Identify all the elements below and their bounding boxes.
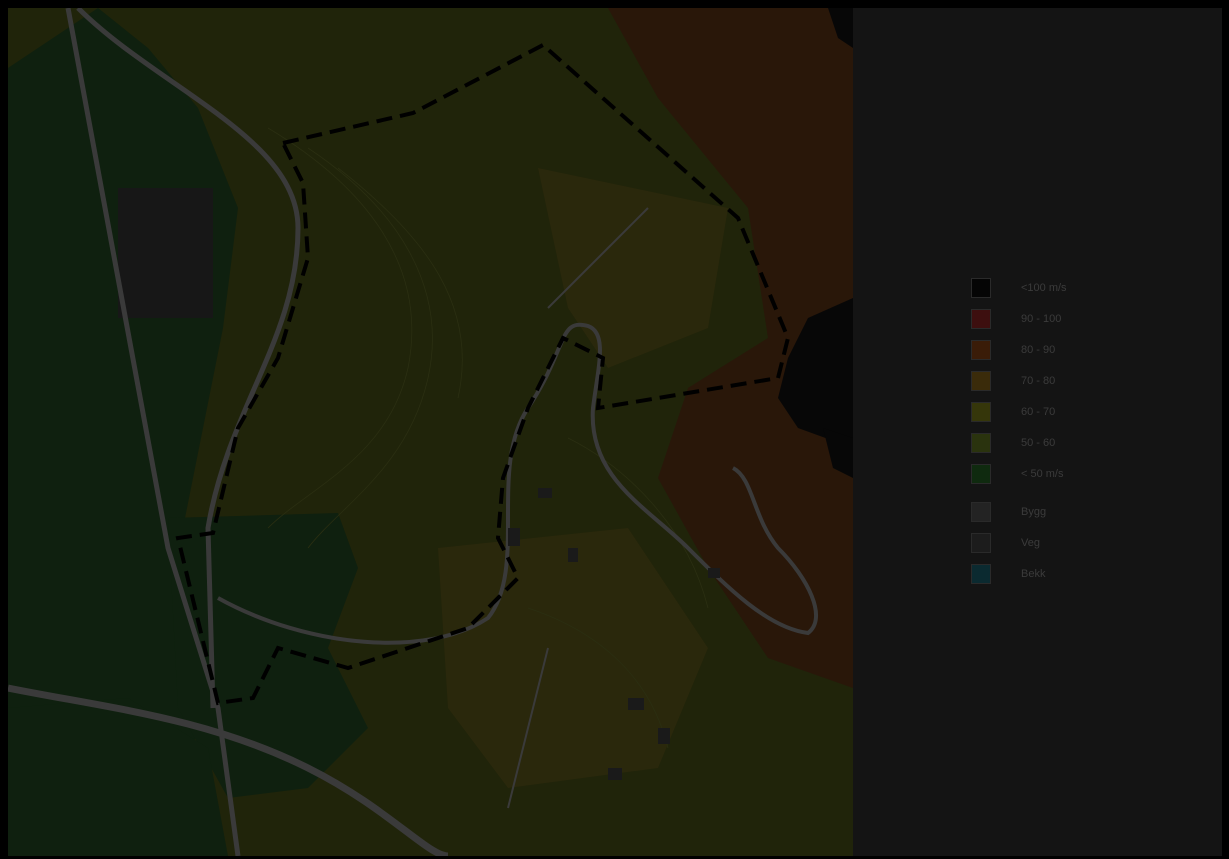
- dark-noise-zone: [823, 428, 853, 478]
- legend-item: 80 - 90: [971, 338, 1171, 369]
- legend-swatch-icon: [971, 564, 991, 584]
- legend-swatch-icon: [971, 433, 991, 453]
- legend-label: 50 - 60: [1021, 437, 1056, 449]
- red-noise-zone: [608, 8, 853, 688]
- road-network: [8, 8, 819, 856]
- legend-swatch-icon: [971, 371, 991, 391]
- field-area: [538, 168, 728, 368]
- legend-label: Bygg: [1021, 506, 1047, 518]
- building-block: [118, 188, 213, 318]
- dark-noise-zone: [778, 298, 853, 448]
- legend-label: Bekk: [1021, 568, 1046, 580]
- legend-item: <100 m/s: [971, 276, 1171, 307]
- legend-swatch-icon: [971, 278, 991, 298]
- legend-item: 60 - 70: [971, 400, 1171, 431]
- legend-item: < 50 m/s: [971, 462, 1171, 493]
- legend-label: 90 - 100: [1021, 313, 1062, 325]
- legend-label: < 50 m/s: [1021, 468, 1064, 480]
- legend-swatch-icon: [971, 340, 991, 360]
- legend-swatch-icon: [971, 464, 991, 484]
- legend-item: Bygg: [971, 500, 1171, 531]
- legend-label: <100 m/s: [1021, 282, 1067, 294]
- legend-swatch-icon: [971, 502, 991, 522]
- legend-swatch-icon: [971, 402, 991, 422]
- noise-map[interactable]: [8, 8, 853, 856]
- map-frame: <100 m/s 90 - 100 80 - 90 70 - 80 60 - 70 50 …: [8, 8, 1222, 856]
- legend-item: Bekk: [971, 562, 1171, 593]
- legend-label: Veg: [1021, 537, 1040, 549]
- contour-lines: [267, 127, 709, 749]
- forest-area: [8, 698, 228, 856]
- legend-item: Veg: [971, 531, 1171, 562]
- legend-item: 90 - 100: [971, 307, 1171, 338]
- legend-label: 80 - 90: [1021, 344, 1056, 356]
- dark-noise-zone: [828, 8, 853, 48]
- forest-area: [168, 513, 368, 798]
- legend-item: 70 - 80: [971, 369, 1171, 400]
- buildings: [508, 488, 720, 780]
- legend-label: 60 - 70: [1021, 406, 1056, 418]
- legend-swatch-icon: [971, 309, 991, 329]
- map-legend: <100 m/s 90 - 100 80 - 90 70 - 80 60 - 70 50 …: [971, 276, 1171, 593]
- legend-item: 50 - 60: [971, 431, 1171, 462]
- project-boundary: [175, 42, 791, 706]
- field-area: [438, 528, 708, 788]
- legend-label: 70 - 80: [1021, 375, 1056, 387]
- legend-swatch-icon: [971, 533, 991, 553]
